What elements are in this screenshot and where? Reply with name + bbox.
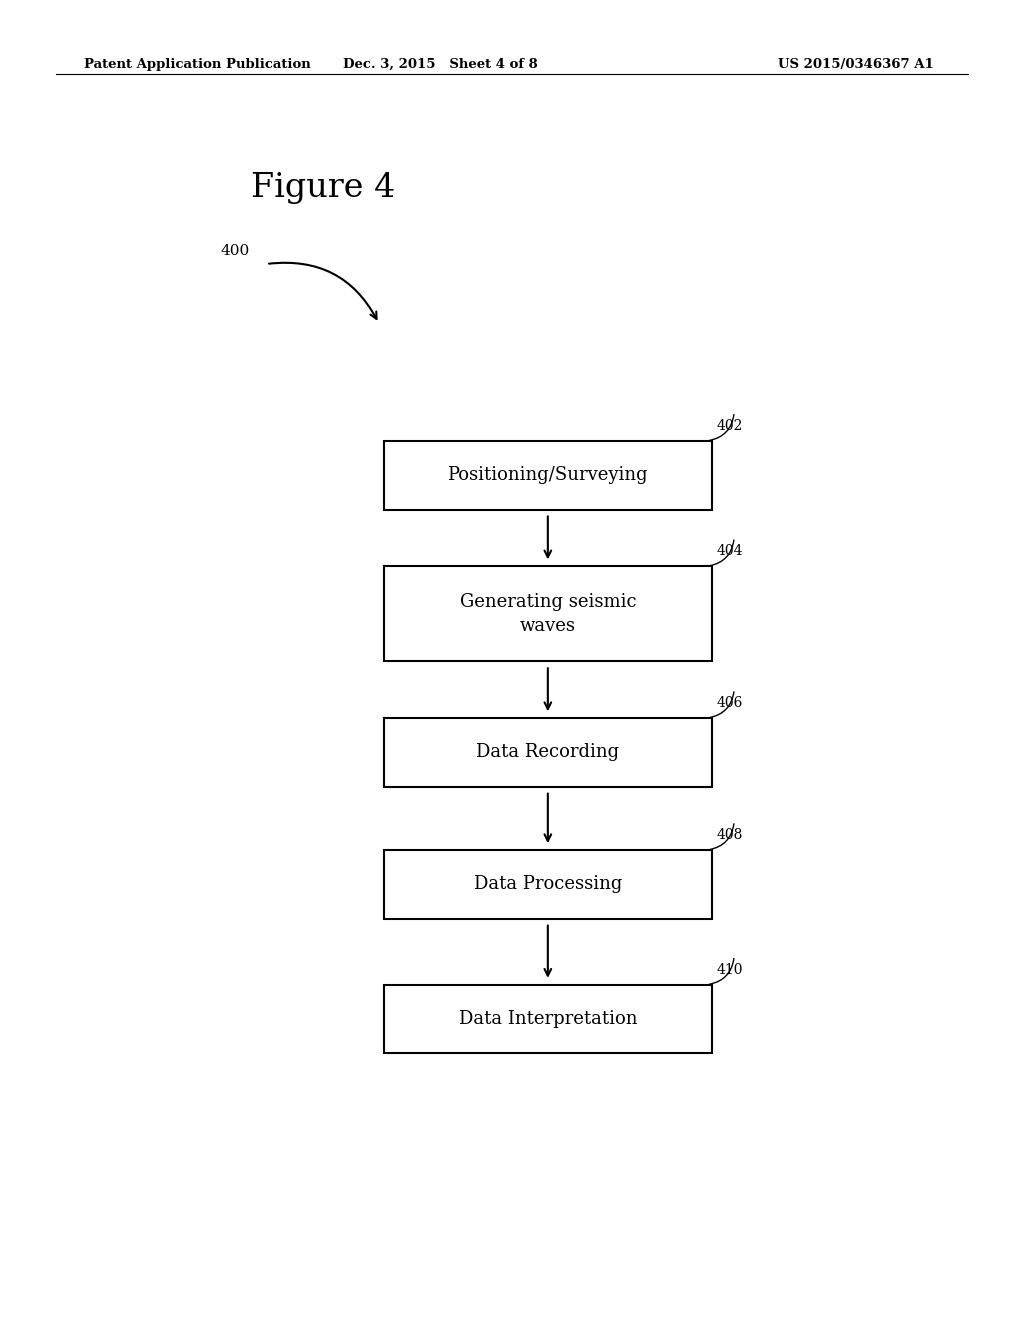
- Text: 410: 410: [717, 962, 743, 977]
- Bar: [384, 850, 712, 919]
- Text: Data Processing: Data Processing: [474, 875, 622, 894]
- Bar: [384, 718, 712, 787]
- Text: 400: 400: [220, 244, 250, 257]
- Text: Dec. 3, 2015   Sheet 4 of 8: Dec. 3, 2015 Sheet 4 of 8: [343, 58, 538, 71]
- Text: Data Recording: Data Recording: [476, 743, 620, 762]
- Text: US 2015/0346367 A1: US 2015/0346367 A1: [778, 58, 934, 71]
- Bar: [384, 566, 712, 661]
- Bar: [384, 985, 712, 1053]
- Text: Data Interpretation: Data Interpretation: [459, 1010, 637, 1028]
- Text: Generating seismic
waves: Generating seismic waves: [460, 593, 636, 635]
- Text: Figure 4: Figure 4: [251, 172, 395, 203]
- Text: Positioning/Surveying: Positioning/Surveying: [447, 466, 648, 484]
- Text: Patent Application Publication: Patent Application Publication: [84, 58, 310, 71]
- Text: 404: 404: [717, 544, 743, 558]
- Text: 402: 402: [717, 418, 743, 433]
- Text: 408: 408: [717, 828, 743, 842]
- Bar: [384, 441, 712, 510]
- Text: 406: 406: [717, 696, 743, 710]
